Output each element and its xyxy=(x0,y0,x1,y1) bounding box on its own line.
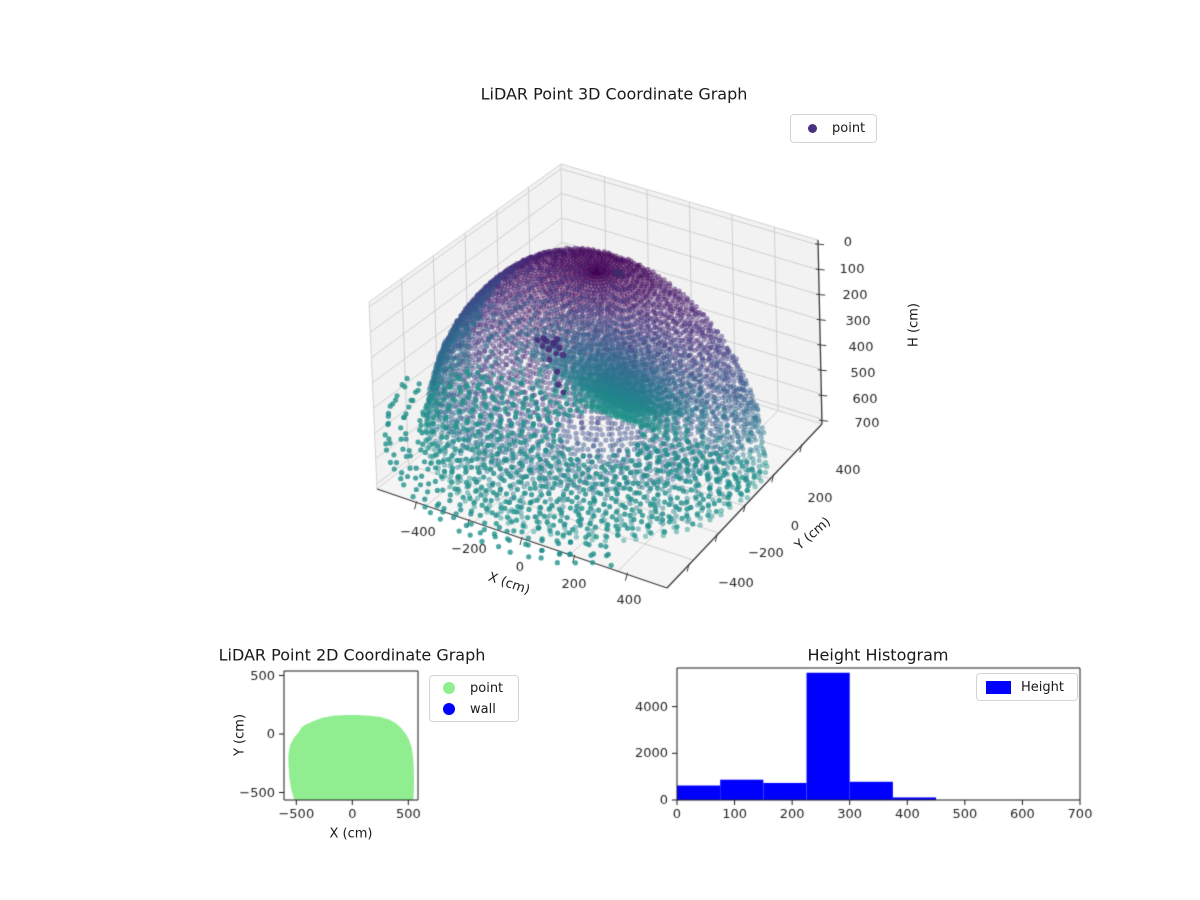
plot2d-legend-row-point: point xyxy=(430,678,518,699)
plot2d-legend-label-point: point xyxy=(470,680,504,696)
wall-marker-icon xyxy=(443,703,455,715)
point-marker-icon xyxy=(808,124,817,133)
plot3d-zaxis-label: H (cm) xyxy=(906,303,922,347)
plot3d-legend: point xyxy=(790,114,877,143)
hist-legend-label: Height xyxy=(1021,679,1064,695)
hist-title: Height Histogram xyxy=(807,645,949,665)
plot2d-yaxis-label: Y (cm) xyxy=(232,713,248,757)
plot2d-legend: point wall xyxy=(429,675,519,722)
plot2d-xaxis-label: X (cm) xyxy=(329,826,373,842)
plot2d-legend-row-wall: wall xyxy=(430,699,518,720)
plot2d-legend-label-wall: wall xyxy=(470,701,496,717)
plot3d-legend-label: point xyxy=(832,121,866,136)
hist-legend-row: Height xyxy=(977,677,1077,698)
plot3d-title: LiDAR Point 3D Coordinate Graph xyxy=(480,84,748,104)
plot3d-legend-row: point xyxy=(791,118,876,139)
hist-legend: Height xyxy=(976,673,1078,701)
point2d-marker-icon xyxy=(443,682,455,694)
height-patch-icon xyxy=(986,680,1011,694)
plot2d-title: LiDAR Point 2D Coordinate Graph xyxy=(218,645,486,665)
